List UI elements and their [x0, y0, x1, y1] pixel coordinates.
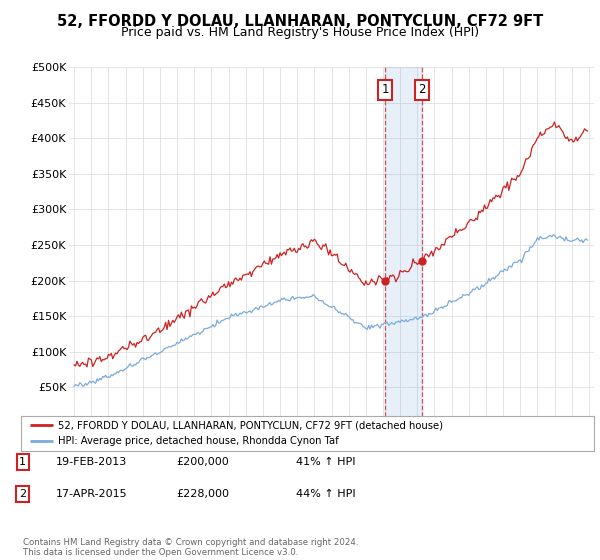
- Text: 52, FFORDD Y DOLAU, LLANHARAN, PONTYCLUN, CF72 9FT: 52, FFORDD Y DOLAU, LLANHARAN, PONTYCLUN…: [57, 14, 543, 29]
- Text: 2: 2: [419, 83, 426, 96]
- Text: 17-APR-2015: 17-APR-2015: [56, 489, 127, 499]
- Text: 2: 2: [19, 489, 26, 499]
- Text: 44% ↑ HPI: 44% ↑ HPI: [296, 489, 355, 499]
- Text: 19-FEB-2013: 19-FEB-2013: [56, 457, 127, 467]
- Text: 1: 1: [381, 83, 389, 96]
- Text: £228,000: £228,000: [176, 489, 229, 499]
- Text: 41% ↑ HPI: 41% ↑ HPI: [296, 457, 355, 467]
- Text: 1: 1: [19, 457, 26, 467]
- Text: HPI: Average price, detached house, Rhondda Cynon Taf: HPI: Average price, detached house, Rhon…: [58, 436, 339, 446]
- Text: Contains HM Land Registry data © Crown copyright and database right 2024.
This d: Contains HM Land Registry data © Crown c…: [23, 538, 358, 557]
- Text: Price paid vs. HM Land Registry's House Price Index (HPI): Price paid vs. HM Land Registry's House …: [121, 26, 479, 39]
- Text: 52, FFORDD Y DOLAU, LLANHARAN, PONTYCLUN, CF72 9FT (detached house): 52, FFORDD Y DOLAU, LLANHARAN, PONTYCLUN…: [58, 421, 443, 431]
- Text: £200,000: £200,000: [176, 457, 229, 467]
- Bar: [385, 67, 422, 423]
